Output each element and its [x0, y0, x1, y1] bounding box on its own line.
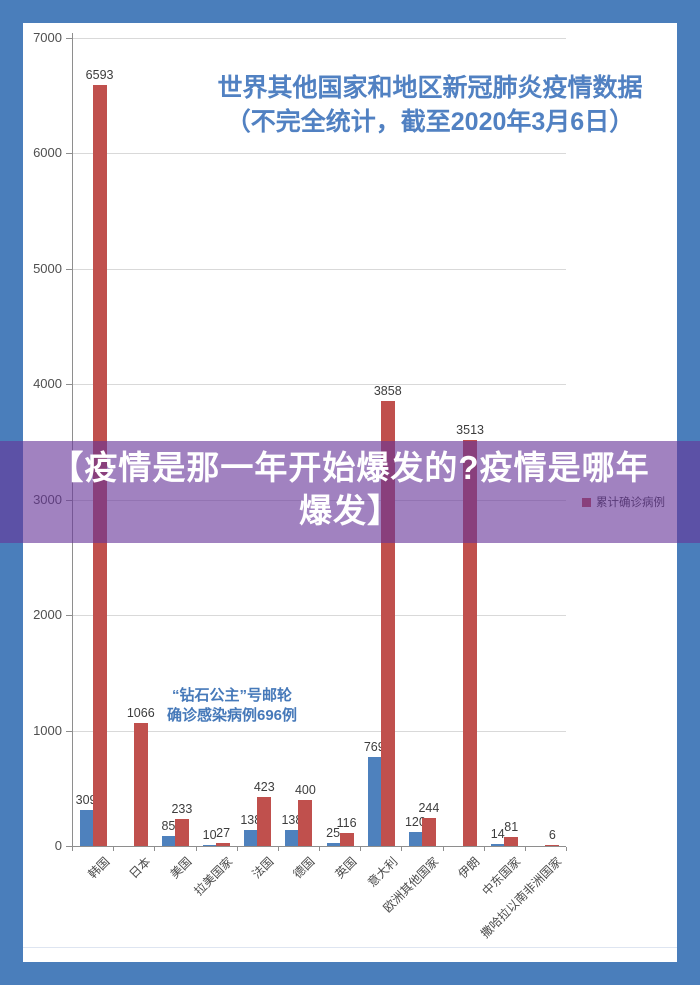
y-axis-tick	[66, 384, 72, 386]
bar-cumulative-cases	[298, 799, 313, 846]
bar-value-label: 3858	[373, 383, 402, 398]
x-axis-tick	[72, 847, 73, 851]
y-axis-tick	[66, 153, 72, 155]
x-axis-line	[68, 846, 566, 847]
bar-value-label: 116	[336, 815, 357, 830]
gridline	[72, 615, 566, 617]
bar-value-label: 14	[490, 827, 505, 842]
bar-value-label: 6593	[85, 67, 114, 82]
y-axis-label: 5000	[33, 260, 62, 276]
bar-new-cases	[367, 757, 381, 846]
bar-value-label: 138	[240, 813, 262, 828]
gridline	[72, 38, 566, 39]
bar-value-label: 10	[202, 827, 217, 842]
bar-value-label: 120	[404, 815, 426, 830]
bar-value-label: 769	[363, 740, 385, 755]
chart-title-line2: （不完全统计，截至2020年3月6日）	[225, 108, 635, 136]
bar-new-cases	[79, 810, 93, 846]
x-axis-tick	[442, 847, 444, 851]
bar-new-cases	[326, 843, 340, 846]
y-axis-label: 2000	[33, 607, 62, 623]
bar-cumulative-cases	[504, 836, 519, 846]
y-axis-line	[72, 33, 73, 847]
x-axis-tick	[319, 847, 320, 851]
x-category-label: 意大利	[364, 854, 401, 890]
annotation-line2: 确诊感染病例696例	[166, 707, 298, 724]
x-category-label: 日本	[126, 854, 154, 882]
bar-value-label: 309	[75, 793, 97, 808]
bar-value-label: 85	[161, 819, 176, 834]
x-category-label: 法国	[249, 854, 277, 882]
bar-new-cases	[285, 830, 299, 846]
bar-cumulative-cases	[339, 832, 354, 846]
bar-new-cases	[408, 832, 422, 846]
chart-title: 世界其他国家和地区新冠肺炎疫情数据 （不完全统计，截至2020年3月6日）	[160, 71, 700, 139]
bar-value-label: 400	[294, 782, 316, 797]
bar-new-cases	[244, 830, 258, 846]
gridline	[72, 153, 566, 155]
bar-value-label: 3513	[456, 423, 484, 438]
gridline	[72, 268, 566, 270]
bar-value-label: 1066	[126, 705, 155, 720]
x-category-label: 韩国	[85, 854, 112, 882]
diamond-princess-annotation: “钻石公主”号邮轮 确诊感染病例696例	[118, 686, 346, 726]
banner-line2: 爆发】	[299, 492, 401, 529]
x-category-label: 德国	[290, 854, 318, 882]
y-axis-label: 4000	[33, 376, 62, 392]
bar-new-cases	[491, 844, 505, 846]
bar-cumulative-cases	[133, 722, 148, 846]
chart-title-line1: 世界其他国家和地区新冠肺炎疫情数据	[217, 74, 643, 102]
bar-cumulative-cases	[174, 819, 189, 846]
y-axis-tick	[66, 730, 72, 732]
bar-value-label: 138	[281, 813, 303, 828]
x-axis-tick	[401, 847, 403, 851]
bar-cumulative-cases	[257, 797, 272, 846]
footer-divider	[23, 947, 677, 948]
y-axis-tick	[66, 268, 72, 270]
bar-value-label: 423	[253, 780, 275, 795]
bar-new-cases	[203, 844, 217, 846]
x-axis-tick	[113, 847, 115, 851]
y-axis-label: 7000	[33, 30, 62, 45]
x-category-label: 拉美国家	[191, 854, 236, 899]
overlay-banner: 【疫情是那一年开始爆发的?疫情是哪年 爆发】	[0, 441, 700, 543]
bar-cumulative-cases	[545, 845, 560, 846]
bar-value-label: 81	[504, 819, 519, 834]
bar-value-label: 233	[171, 802, 193, 817]
bar-value-label: 244	[418, 800, 440, 815]
y-axis-label: 6000	[33, 145, 62, 161]
gridline	[72, 384, 566, 386]
x-axis-tick	[566, 847, 567, 851]
bar-cumulative-cases	[216, 842, 231, 846]
overlay-banner-text: 【疫情是那一年开始爆发的?疫情是哪年 爆发】	[0, 441, 700, 532]
x-axis-tick	[360, 847, 362, 851]
bar-new-cases	[161, 836, 175, 846]
annotation-line1: “钻石公主”号邮轮	[171, 687, 292, 704]
x-axis-tick	[195, 847, 197, 851]
banner-line1: 【疫情是那一年开始爆发的?疫情是哪年	[50, 449, 650, 486]
y-axis-label: 1000	[33, 722, 62, 738]
x-category-label: 美国	[167, 854, 195, 882]
x-axis-tick	[277, 847, 279, 851]
y-axis-tick	[66, 615, 72, 617]
x-category-label: 英国	[332, 854, 359, 882]
x-axis-tick	[524, 847, 526, 851]
bar-value-label: 6	[548, 828, 556, 842]
bar-value-label: 25	[326, 826, 341, 841]
y-axis-tick	[66, 38, 72, 39]
x-axis-tick	[154, 847, 156, 851]
x-axis-tick	[236, 847, 238, 851]
y-axis-label: 0	[54, 838, 62, 853]
gridline	[72, 730, 566, 732]
x-category-label: 伊朗	[455, 854, 483, 882]
bar-cumulative-cases	[421, 817, 436, 846]
x-axis-tick	[483, 847, 485, 851]
bar-value-label: 27	[216, 825, 231, 840]
